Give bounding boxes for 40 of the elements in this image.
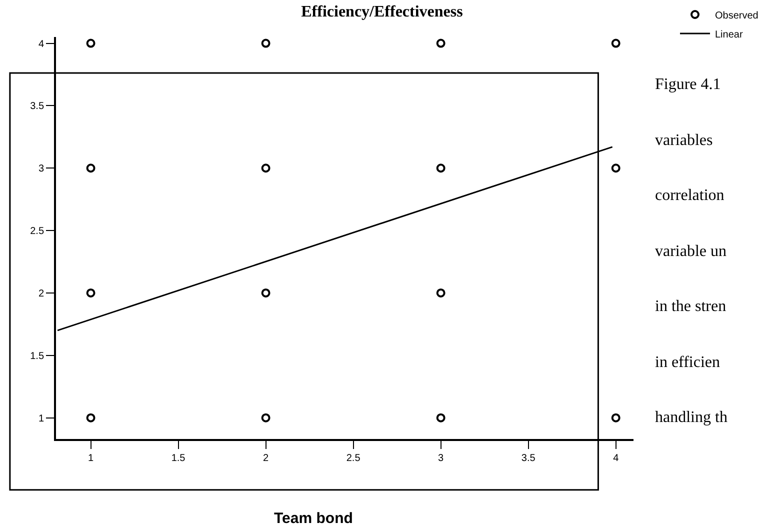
- y-tick-label: 2: [38, 288, 44, 300]
- point: [436, 413, 446, 422]
- x-axis-title: Team bond: [274, 510, 353, 527]
- point: [261, 164, 270, 173]
- x-tick-label: 1: [88, 452, 94, 464]
- text: correlation: [655, 187, 724, 204]
- text: variable un: [655, 243, 727, 260]
- point: [86, 38, 96, 48]
- y-tick-label: 2.5: [30, 226, 44, 238]
- chart-title: Efficiency/Effectiveness: [301, 3, 463, 20]
- point: [261, 288, 270, 298]
- x-tick-label: 3.5: [521, 452, 536, 464]
- legend-label: Linear: [715, 29, 744, 40]
- point: [261, 38, 270, 48]
- point: [436, 288, 446, 298]
- point: [436, 38, 446, 48]
- x-tick-label: 2: [263, 452, 270, 464]
- text: in the stren: [655, 298, 726, 315]
- text: handling th: [655, 409, 728, 426]
- text: variables: [655, 132, 713, 149]
- text: in efficien: [655, 354, 720, 371]
- legend-label: Observed: [715, 10, 758, 22]
- y-tick-label: 3: [38, 164, 44, 175]
- point: [436, 164, 446, 173]
- caption: Figure 4.1: [655, 76, 721, 93]
- y-tick-label: 1.5: [30, 350, 44, 362]
- y-tick-label: 4: [38, 38, 44, 50]
- y-tick-label: 1: [38, 413, 44, 424]
- x-tick-label: 4: [613, 452, 620, 464]
- point: [261, 413, 270, 422]
- point: [611, 164, 620, 173]
- point: [86, 164, 96, 173]
- point: [86, 413, 96, 422]
- point: [86, 288, 96, 298]
- point: [611, 38, 620, 48]
- y-tick-label: 3.5: [30, 101, 44, 112]
- x-tick-label: 3: [438, 452, 444, 464]
- point: [611, 413, 620, 422]
- x-tick-label: 1.5: [171, 452, 186, 464]
- x-tick-label: 2.5: [346, 452, 361, 464]
